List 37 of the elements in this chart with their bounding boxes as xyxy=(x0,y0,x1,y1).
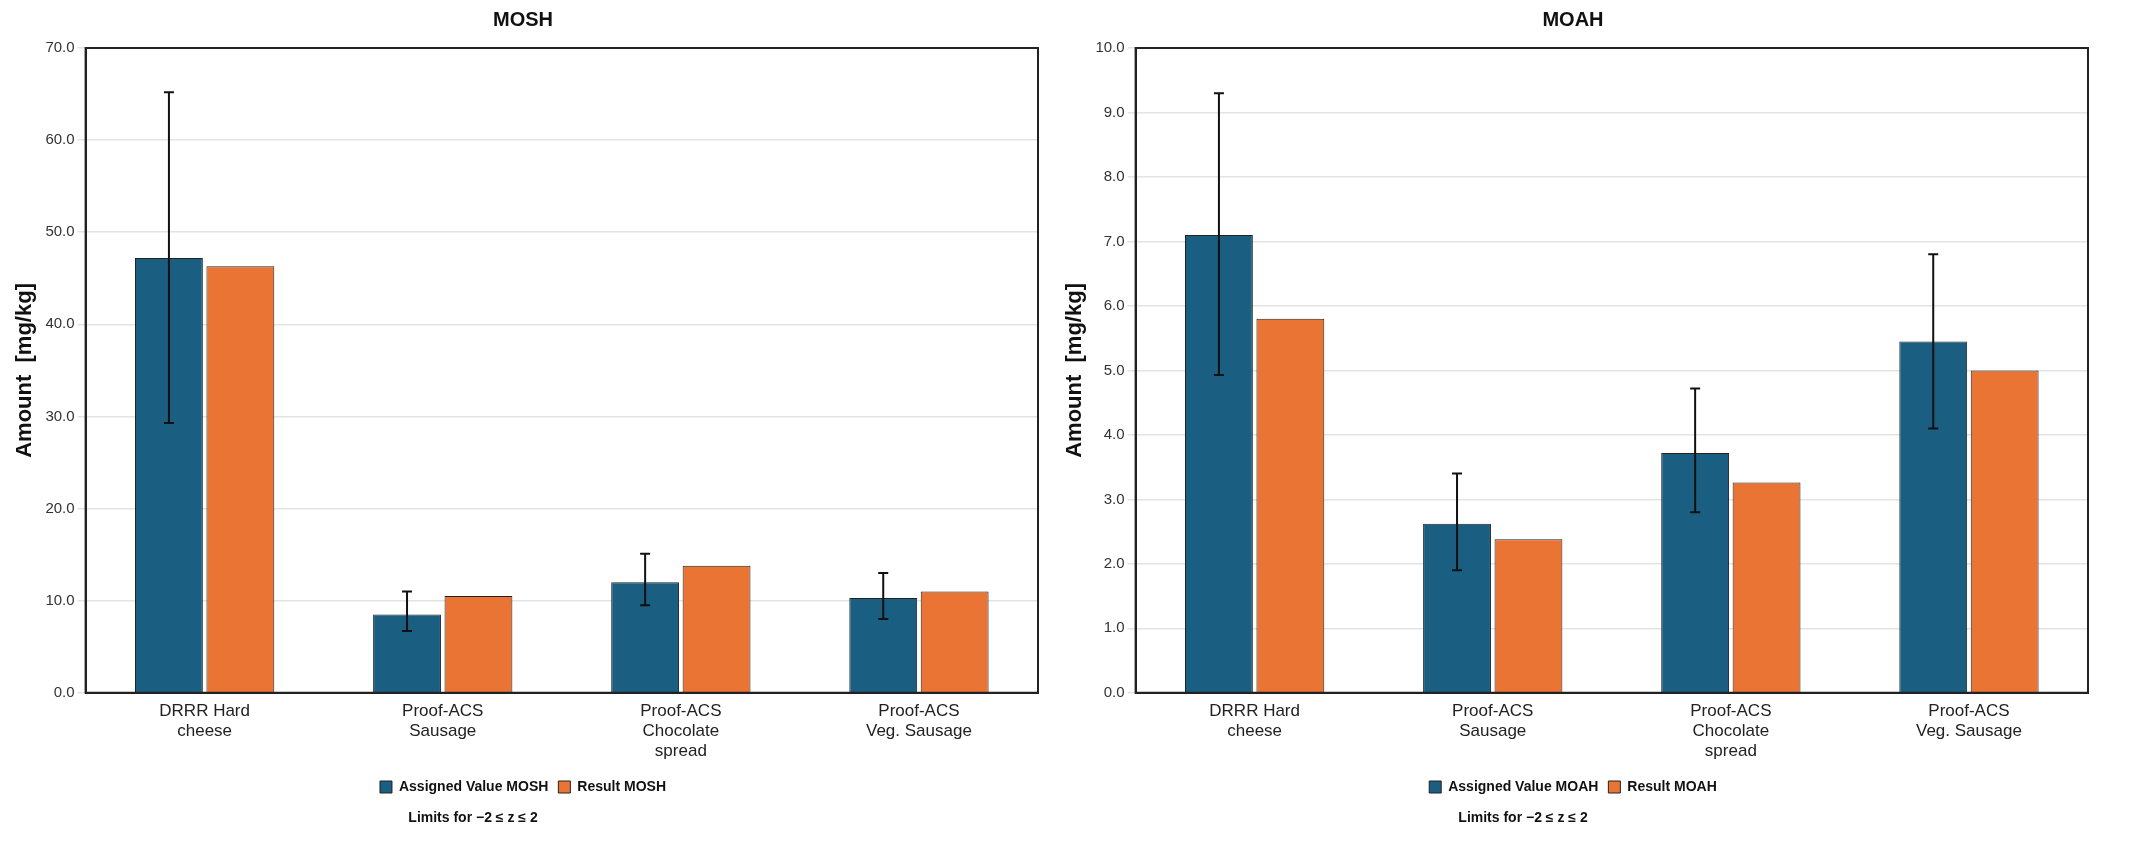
y-tick-label: 10.0 xyxy=(1095,38,1125,56)
x-tick-label: Proof-ACS Veg. Sausage xyxy=(1916,700,2022,741)
y-axis-title: Amount [mg/kg] xyxy=(11,283,37,458)
y-tick-label: 30.0 xyxy=(45,406,75,424)
y-tick-label: 0.0 xyxy=(53,682,75,700)
chart-title: MOAH xyxy=(1542,7,1604,30)
x-tick-label: Proof-ACS Sausage xyxy=(1452,700,1534,741)
y-tick-label: 10.0 xyxy=(45,590,75,608)
x-tick-label: Proof-ACS Chocolate spread xyxy=(640,700,722,761)
x-tick-label: DRRR Hard cheese xyxy=(1209,700,1300,741)
y-tick-label: 8.0 xyxy=(1103,167,1125,185)
y-tick-label: 20.0 xyxy=(45,498,75,516)
y-tick-label: 4.0 xyxy=(1103,425,1125,443)
y-tick-label: 1.0 xyxy=(1103,618,1125,636)
x-tick-label: Proof-ACS Chocolate spread xyxy=(1690,700,1772,761)
y-tick-label: 3.0 xyxy=(1103,489,1125,507)
x-tick-label: Proof-ACS Sausage xyxy=(402,700,484,741)
legend-label: Result MOAH xyxy=(1627,777,1717,794)
y-tick-label: 6.0 xyxy=(1103,296,1125,314)
legend-label: Assigned Value MOSH xyxy=(398,777,549,794)
x-tick-label: DRRR Hard cheese xyxy=(159,700,250,741)
x-tick-label: Proof-ACS Veg. Sausage xyxy=(866,700,972,741)
text: Limits for −2 ≤ z ≤ 2 xyxy=(1458,808,1588,825)
legend-label: Assigned Value MOAH xyxy=(1448,777,1599,794)
y-tick-label: 60.0 xyxy=(45,130,75,148)
y-tick-label: 2.0 xyxy=(1103,553,1125,571)
y-tick-label: 40.0 xyxy=(45,314,75,332)
chart-title: MOSH xyxy=(493,7,553,30)
y-tick-label: 0.0 xyxy=(1103,682,1125,700)
y-tick-label: 7.0 xyxy=(1103,231,1125,249)
y-tick-label: 70.0 xyxy=(45,38,75,56)
y-axis-title: Amount [mg/kg] xyxy=(1061,283,1087,458)
text: Limits for −2 ≤ z ≤ 2 xyxy=(408,808,538,825)
y-tick-label: 5.0 xyxy=(1103,360,1125,378)
legend-label: Result MOSH xyxy=(577,777,667,794)
y-tick-label: 50.0 xyxy=(45,222,75,240)
y-tick-label: 9.0 xyxy=(1103,102,1125,120)
